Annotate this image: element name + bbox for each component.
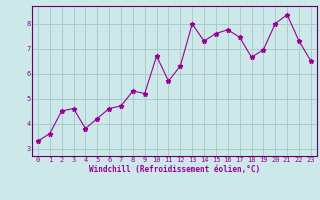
- X-axis label: Windchill (Refroidissement éolien,°C): Windchill (Refroidissement éolien,°C): [89, 165, 260, 174]
